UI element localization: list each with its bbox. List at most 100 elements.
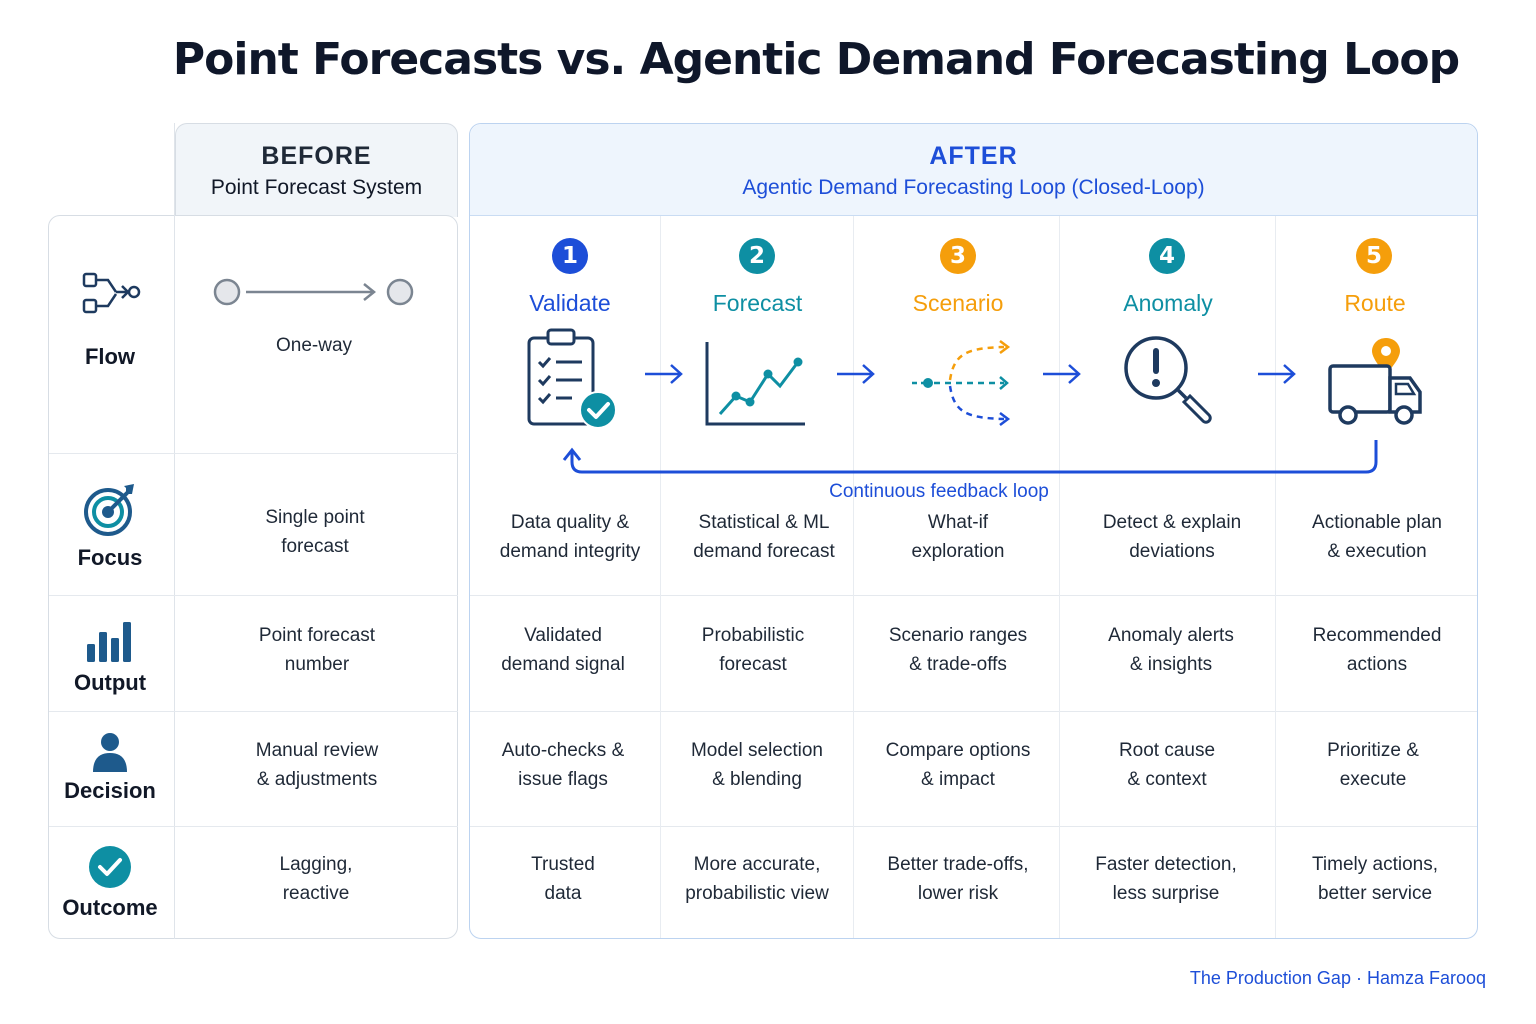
forecast-decision-text: Model selection & blending xyxy=(657,736,857,794)
cell-line: lower risk xyxy=(917,883,999,904)
line-chart-icon xyxy=(705,342,805,426)
cell-line: issue flags xyxy=(518,769,608,790)
before-output-line: number xyxy=(284,654,350,675)
cell-line: demand integrity xyxy=(499,541,641,562)
comparison-table-left xyxy=(48,215,458,939)
step-name-validate: Validate xyxy=(529,290,611,316)
cell-line: Statistical & ML xyxy=(698,512,830,533)
cell-line: Actionable plan xyxy=(1312,512,1442,533)
magnifier-alert-icon xyxy=(1124,336,1212,424)
before-decision-line: Manual review xyxy=(255,740,379,761)
before-decision-line: & adjustments xyxy=(256,769,378,790)
branching-arrows-icon xyxy=(912,340,1011,426)
row-divider xyxy=(49,595,458,596)
one-way-arrow-diagram xyxy=(213,278,414,306)
route-outcome-text: Timely actions, better service xyxy=(1274,850,1476,908)
validate-focus-text: Data quality & demand integrity xyxy=(470,508,670,566)
cell-line: Probabilistic xyxy=(701,625,805,646)
cell-line: Scenario ranges xyxy=(888,625,1028,646)
step-number-badge: 5 xyxy=(1356,238,1392,274)
cell-line: probabilistic view xyxy=(685,883,829,904)
cell-line: Compare options xyxy=(885,740,1031,761)
column-divider xyxy=(1059,216,1060,938)
cell-line: less surprise xyxy=(1112,883,1220,904)
arrow-right-icon xyxy=(645,364,683,384)
after-subheading: Agentic Demand Forecasting Loop (Closed-… xyxy=(742,176,1205,199)
cell-line: & blending xyxy=(712,769,802,790)
step-number-badge: 4 xyxy=(1149,238,1185,274)
scenario-focus-text: What-if exploration xyxy=(853,508,1063,566)
column-divider xyxy=(1275,216,1276,938)
cell-line: actions xyxy=(1346,654,1408,675)
check-circle-icon xyxy=(89,846,131,888)
route-decision-text: Prioritize & execute xyxy=(1272,736,1474,794)
cell-line: Faster detection, xyxy=(1095,854,1237,875)
row-divider xyxy=(470,826,1477,827)
before-output-text: Point forecast number xyxy=(176,621,458,679)
feedback-loop-arrow xyxy=(562,440,1378,474)
route-focus-text: Actionable plan & execution xyxy=(1276,508,1478,566)
truck-pin-icon xyxy=(1328,338,1422,425)
scenario-decision-text: Compare options & impact xyxy=(853,736,1063,794)
row-label-outcome: Outcome xyxy=(62,895,158,920)
step-name-anomaly: Anomaly xyxy=(1123,290,1213,316)
before-focus-line: forecast xyxy=(281,536,349,557)
clipboard-check-icon xyxy=(527,328,617,429)
scenario-outcome-text: Better trade-offs, lower risk xyxy=(853,850,1063,908)
cell-line: More accurate, xyxy=(693,854,821,875)
cell-line: & trade-offs xyxy=(909,654,1007,675)
row-label-focus: Focus xyxy=(77,545,143,570)
flow-icon xyxy=(82,272,141,314)
page-title: Point Forecasts vs. Agentic Demand Forec… xyxy=(172,34,1460,85)
arrow-right-icon xyxy=(1258,364,1296,384)
cell-line: Auto-checks & xyxy=(501,740,625,761)
cell-line: forecast xyxy=(719,654,787,675)
bar-chart-icon xyxy=(87,622,131,662)
anomaly-outcome-text: Faster detection, less surprise xyxy=(1058,850,1274,908)
cell-line: Root cause xyxy=(1118,740,1216,761)
row-divider xyxy=(49,826,458,827)
cell-line: Prioritize & xyxy=(1327,740,1419,761)
cell-line: data xyxy=(544,883,582,904)
before-subheading: Point Forecast System xyxy=(210,176,423,199)
step-name-forecast: Forecast xyxy=(712,290,803,316)
after-heading: AFTER xyxy=(929,142,1018,170)
row-divider xyxy=(49,711,458,712)
cell-line: Timely actions, xyxy=(1312,854,1438,875)
before-header: BEFORE Point Forecast System xyxy=(175,123,458,217)
cell-line: Better trade-offs, xyxy=(887,854,1029,875)
step-name-scenario: Scenario xyxy=(912,290,1004,316)
cell-line: demand signal xyxy=(501,654,625,675)
before-heading: BEFORE xyxy=(261,142,372,170)
column-divider xyxy=(853,216,854,938)
cell-line: deviations xyxy=(1129,541,1215,562)
cell-line: Detect & explain xyxy=(1102,512,1242,533)
row-divider xyxy=(470,595,1477,596)
before-focus-text: Single point forecast xyxy=(176,503,454,561)
label-divider xyxy=(174,123,175,939)
validate-outcome-text: Trusted data xyxy=(463,850,663,908)
cell-line: better service xyxy=(1317,883,1433,904)
step-number-badge: 2 xyxy=(739,238,775,274)
before-output-line: Point forecast xyxy=(258,625,376,646)
forecast-focus-text: Statistical & ML demand forecast xyxy=(664,508,864,566)
row-divider xyxy=(470,711,1477,712)
credit-line: The Production Gap · Hamza Farooq xyxy=(1189,968,1486,988)
anomaly-output-text: Anomaly alerts & insights xyxy=(1063,621,1279,679)
cell-line: exploration xyxy=(911,541,1005,562)
cell-line: Data quality & xyxy=(510,512,630,533)
before-outcome-text: Lagging, reactive xyxy=(176,850,456,908)
cell-line: Trusted xyxy=(531,854,595,875)
cell-line: & context xyxy=(1127,769,1207,790)
cell-line: & execution xyxy=(1327,541,1427,562)
cell-line: & impact xyxy=(921,769,995,790)
cell-line: What-if xyxy=(927,512,989,533)
feedback-loop-label: Continuous feedback loop xyxy=(829,481,1049,502)
before-outcome-line: reactive xyxy=(282,883,350,904)
cell-line: execute xyxy=(1339,769,1407,790)
cell-line: demand forecast xyxy=(693,541,835,562)
row-label-flow: Flow xyxy=(84,344,136,369)
route-output-text: Recommended actions xyxy=(1276,621,1478,679)
row-label-decision: Decision xyxy=(64,778,156,803)
before-focus-line: Single point xyxy=(265,507,365,528)
